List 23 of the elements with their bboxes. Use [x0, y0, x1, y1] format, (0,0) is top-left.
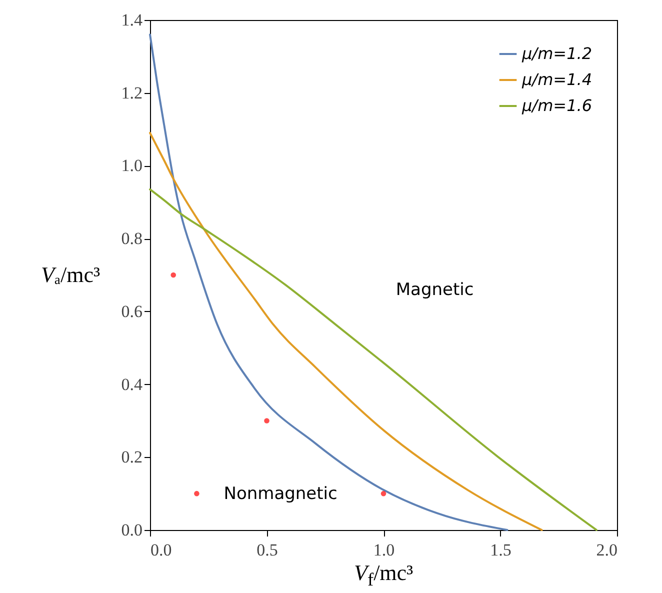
y-tick-label: 0.0	[121, 520, 142, 540]
x-axis-title: V$_{f}$/mc³	[354, 560, 414, 590]
line-series	[149, 132, 543, 531]
legend-label: μ/m=1.2	[521, 44, 592, 63]
y-tick-label: 0.8	[121, 229, 142, 248]
y-tick-label: 1.0	[121, 156, 142, 176]
legend-label: μ/m=1.6	[521, 96, 592, 115]
y-tick-label: 0.2	[121, 448, 142, 467]
y-tick-label: 0.4	[121, 374, 143, 394]
line-series	[149, 188, 598, 531]
annotation: Magnetic	[396, 280, 474, 300]
x-tick-label: 0.5	[256, 540, 278, 560]
y-tick-label: 1.4	[121, 10, 143, 30]
y-tick-label: 1.2	[121, 83, 142, 102]
legend-label: μ/m=1.4	[521, 70, 592, 89]
x-tick-label: 1.5	[490, 540, 512, 560]
line-series	[149, 34, 508, 531]
x-tick-label: 1.0	[373, 540, 395, 560]
y-tick-label: 0.6	[121, 302, 142, 321]
y-axis-title: Vₐ/mc³	[41, 262, 100, 288]
x-tick-label: 2.0	[596, 540, 618, 560]
annotation: Nonmagnetic	[224, 484, 338, 504]
x-tick-label: 0.0	[150, 540, 172, 560]
